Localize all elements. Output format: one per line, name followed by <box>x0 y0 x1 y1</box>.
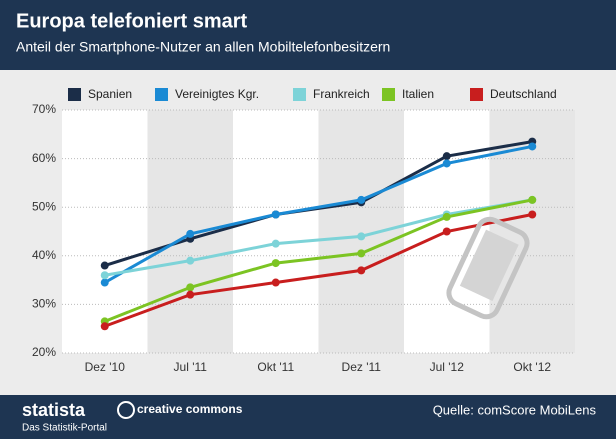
legend-swatch <box>68 88 81 101</box>
y-tick-label: 60% <box>32 151 56 165</box>
point <box>442 159 451 168</box>
brand: statista <box>22 400 86 420</box>
x-tick-label: Okt '11 <box>257 360 294 374</box>
series-line <box>104 198 533 323</box>
x-tick-label: Okt '12 <box>513 360 551 374</box>
legend-label: Frankreich <box>313 87 370 101</box>
point <box>100 322 109 331</box>
y-tick-label: 40% <box>32 248 56 262</box>
legend-swatch <box>470 88 483 101</box>
footer <box>0 395 616 439</box>
legend-label: Deutschland <box>490 87 557 101</box>
point <box>186 283 195 292</box>
series-line <box>104 144 533 284</box>
point <box>442 227 451 236</box>
point <box>528 210 537 219</box>
point <box>100 261 109 270</box>
tagline: Das Statistik-Portal <box>22 423 107 434</box>
point <box>442 152 451 161</box>
legend-label: Spanien <box>88 87 132 101</box>
band-shade <box>489 110 575 353</box>
phone-icon <box>446 216 530 320</box>
y-tick-label: 50% <box>32 199 56 213</box>
license: creative commons <box>137 402 243 416</box>
y-tick-label: 70% <box>32 102 56 116</box>
legend-swatch <box>293 88 306 101</box>
legend-swatch <box>155 88 168 101</box>
point <box>271 210 280 219</box>
legend-label: Vereinigtes Kgr. <box>175 87 259 101</box>
point <box>528 195 537 204</box>
band-shade <box>318 110 404 353</box>
point <box>271 278 280 287</box>
series-line <box>104 213 533 328</box>
point <box>186 290 195 299</box>
point <box>357 266 366 275</box>
point <box>442 212 451 221</box>
point <box>100 278 109 287</box>
point <box>528 142 537 151</box>
x-tick-label: Jul '11 <box>174 360 208 374</box>
y-tick-label: 20% <box>32 345 56 359</box>
x-tick-label: Dez '10 <box>85 360 126 374</box>
x-tick-label: Dez '11 <box>342 360 382 374</box>
point <box>271 259 280 268</box>
legend-swatch <box>382 88 395 101</box>
y-tick-label: 30% <box>32 297 56 311</box>
legend-label: Italien <box>402 87 434 101</box>
x-tick-label: Jul '12 <box>430 360 465 374</box>
chart-subtitle: Anteil der Smartphone-Nutzer an allen Mo… <box>16 39 390 55</box>
point <box>357 232 366 241</box>
series-line <box>104 198 533 277</box>
point <box>271 239 280 248</box>
source: Quelle: comScore MobiLens <box>433 402 597 417</box>
point <box>100 271 109 280</box>
point <box>186 229 195 238</box>
point <box>357 195 366 204</box>
chart-title: Europa telefoniert smart <box>16 10 248 32</box>
point <box>357 249 366 258</box>
cc-icon <box>117 401 135 419</box>
header <box>0 0 616 70</box>
point <box>186 256 195 265</box>
